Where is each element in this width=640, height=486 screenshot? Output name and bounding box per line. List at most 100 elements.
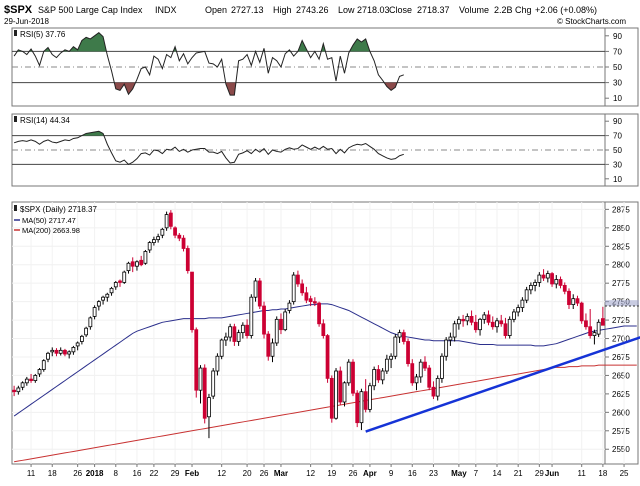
x-tick-label: 18 xyxy=(598,469,607,478)
candle-body xyxy=(245,324,249,336)
rsi14-panel-tick-label: 50 xyxy=(613,146,622,155)
rsi5-panel-legend: RSI(5) 37.76 xyxy=(20,30,66,39)
x-tick-label: 26 xyxy=(73,469,82,478)
panels: 10 30 50 70 90 RSI(5) 37.76 10 30 50 70 90 RSI(14) … xyxy=(11,27,640,478)
candle xyxy=(384,354,389,374)
candle-body xyxy=(384,358,389,372)
candle-body xyxy=(528,284,533,291)
rsi14-panel-tick-label: 10 xyxy=(613,175,622,184)
candle-body xyxy=(359,391,364,424)
candle-body xyxy=(109,287,114,294)
x-tick-label: 20 xyxy=(243,469,252,478)
open-value: 2727.13 xyxy=(231,5,264,15)
candle-body xyxy=(584,320,588,328)
candle xyxy=(37,368,42,377)
price-panel-axis xyxy=(604,201,639,465)
candle-body xyxy=(503,323,508,336)
candle-body xyxy=(185,248,190,272)
rsi14-panel-tick-label: 90 xyxy=(613,117,622,126)
price-tick-label: 2550 xyxy=(612,445,630,454)
price-tick-label: 2575 xyxy=(612,427,630,436)
candle xyxy=(156,233,161,243)
candle xyxy=(300,279,305,296)
candle-body xyxy=(50,349,55,353)
candle-body xyxy=(406,341,410,365)
candle xyxy=(478,317,482,336)
ma200-legend-text: MA(200) 2663.98 xyxy=(22,226,80,235)
candle xyxy=(202,364,207,424)
candle xyxy=(440,353,444,383)
candle xyxy=(444,337,449,361)
candle xyxy=(181,235,186,252)
candle-body xyxy=(101,296,105,301)
candle-body xyxy=(469,315,474,323)
candle xyxy=(533,279,537,292)
candle-body xyxy=(325,335,330,379)
candle-body xyxy=(452,323,457,338)
candle-body xyxy=(444,339,449,357)
candle xyxy=(558,276,563,289)
candle xyxy=(342,381,347,407)
candle-body xyxy=(355,392,360,424)
candle-body xyxy=(490,321,495,328)
candle xyxy=(270,338,275,363)
x-tick-label: May xyxy=(451,469,467,478)
candle xyxy=(177,232,182,242)
candle-body xyxy=(20,382,25,388)
candle xyxy=(461,314,465,327)
candle-body xyxy=(270,342,275,357)
rsi5-panel-overbought-fill xyxy=(321,43,326,52)
candle-body xyxy=(579,302,584,322)
candle xyxy=(245,319,249,339)
candle xyxy=(207,393,211,439)
candle-body xyxy=(181,237,186,249)
price-tick-label: 2600 xyxy=(612,408,630,417)
candle-body xyxy=(262,305,266,335)
candle xyxy=(224,332,228,346)
candle-body xyxy=(152,239,156,243)
price-legend-swatch xyxy=(14,205,17,211)
rsi5-panel-tick-label: 70 xyxy=(613,47,622,56)
candle-body xyxy=(29,378,33,382)
chg-label: Chg xyxy=(515,5,532,15)
candle xyxy=(194,327,199,398)
candle-body xyxy=(537,274,542,283)
candle xyxy=(435,375,440,401)
candle xyxy=(355,390,360,428)
chart-date: 29-Jun-2018 xyxy=(4,17,49,26)
candle xyxy=(524,286,529,304)
candle xyxy=(346,359,351,386)
candle-body xyxy=(118,280,122,283)
candle xyxy=(118,279,122,287)
candle xyxy=(50,347,55,357)
rsi5-panel-overbought-fill xyxy=(297,40,308,52)
candle xyxy=(279,313,283,335)
candle-body xyxy=(37,369,42,375)
candle xyxy=(253,278,258,302)
candle-body xyxy=(545,273,550,279)
candle-body xyxy=(253,280,258,298)
candle-body xyxy=(211,370,216,397)
candle-body xyxy=(346,361,351,384)
x-tick-label: 18 xyxy=(48,469,57,478)
candle-body xyxy=(33,375,38,382)
low-value: 2718.03 xyxy=(357,5,390,15)
candle xyxy=(588,309,593,339)
candle xyxy=(24,376,29,386)
candle-body xyxy=(363,391,368,410)
candle-body xyxy=(456,318,461,325)
candle-body xyxy=(283,311,288,331)
x-tick-label: 29 xyxy=(535,469,544,478)
candle xyxy=(67,350,72,359)
rsi5-panel-overbought-fill xyxy=(349,38,370,52)
candle-body xyxy=(423,361,427,369)
candle-body xyxy=(427,367,432,388)
candle-body xyxy=(287,302,292,311)
resistance-box xyxy=(605,300,639,307)
candle xyxy=(452,320,457,342)
candle xyxy=(541,269,546,281)
candle xyxy=(499,314,504,327)
candle-body xyxy=(71,346,76,353)
rsi14-panel-tick-label: 30 xyxy=(613,160,622,169)
